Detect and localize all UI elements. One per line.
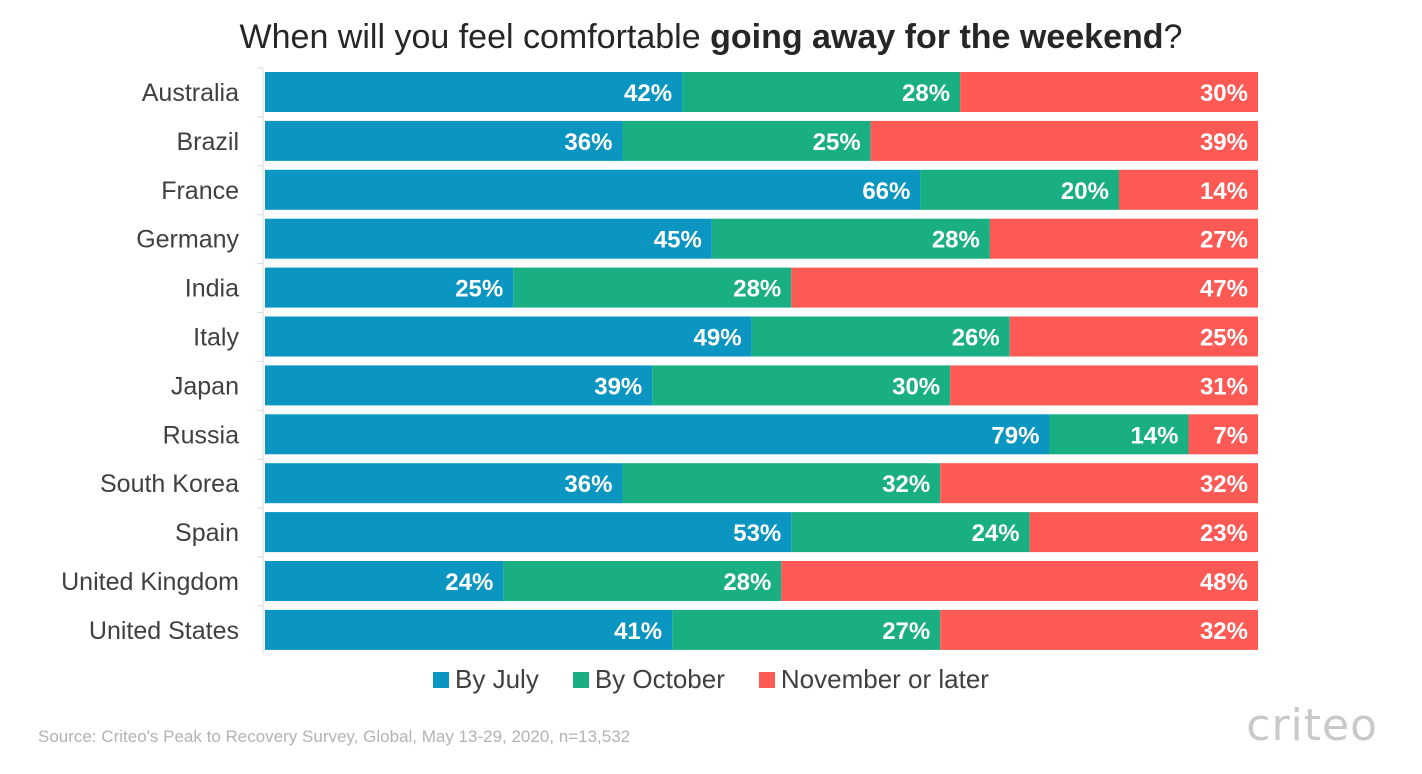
bar-japan-november xyxy=(950,365,1258,406)
bar-italy-november xyxy=(1009,316,1258,357)
data-label-france-july: 66% xyxy=(862,178,910,205)
bar-japan-october xyxy=(652,365,951,406)
legend-swatch-october xyxy=(572,671,589,688)
data-label-germany-october: 28% xyxy=(932,227,980,254)
bar-france-october xyxy=(920,169,1119,210)
bar-russia-october xyxy=(1049,414,1189,455)
data-label-spain-october: 24% xyxy=(972,520,1020,547)
bar-australia-october xyxy=(682,72,961,112)
bar-japan-july xyxy=(265,365,653,406)
data-label-brazil-november: 39% xyxy=(1200,129,1248,156)
bar-united-kingdom-october xyxy=(503,561,782,601)
data-label-united-states-november: 32% xyxy=(1200,618,1248,645)
bar-united-states-november xyxy=(940,609,1258,650)
bar-spain-november xyxy=(1029,512,1258,553)
legend: By July By October November or later xyxy=(0,664,1422,695)
y-tick-label-brazil: Brazil xyxy=(176,128,239,156)
data-label-united-kingdom-november: 48% xyxy=(1200,569,1248,596)
y-tick-label-italy: Italy xyxy=(193,324,239,352)
data-label-united-kingdom-october: 28% xyxy=(723,569,771,596)
data-label-japan-july: 39% xyxy=(594,373,642,400)
data-label-south-korea-november: 32% xyxy=(1200,471,1248,498)
y-tick-label-japan: Japan xyxy=(171,372,239,400)
legend-item-july: By July xyxy=(433,664,539,695)
bar-india-november xyxy=(791,267,1258,308)
data-label-italy-july: 49% xyxy=(694,325,742,352)
y-tick-label-spain: Spain xyxy=(175,519,239,547)
data-label-south-korea-october: 32% xyxy=(882,471,930,498)
bar-south-korea-july xyxy=(265,463,623,504)
legend-item-november: November or later xyxy=(758,664,989,695)
bar-united-states-october xyxy=(672,609,941,650)
legend-label-july: By July xyxy=(455,664,539,694)
data-label-brazil-july: 36% xyxy=(564,129,612,156)
data-label-india-october: 28% xyxy=(733,276,781,303)
data-label-south-korea-july: 36% xyxy=(564,471,612,498)
data-label-australia-july: 42% xyxy=(624,80,672,107)
data-label-spain-july: 53% xyxy=(733,520,781,547)
legend-item-october: By October xyxy=(572,664,725,695)
bar-germany-october xyxy=(711,218,990,259)
bar-spain-july xyxy=(265,512,792,553)
data-label-united-states-july: 41% xyxy=(614,618,662,645)
bar-brazil-october xyxy=(622,120,871,161)
bar-united-kingdom-november xyxy=(781,561,1258,601)
bar-russia-november xyxy=(1188,414,1258,455)
bar-australia-november xyxy=(960,72,1258,112)
y-tick-label-united-states: United States xyxy=(89,617,239,645)
data-label-france-october: 20% xyxy=(1061,178,1109,205)
data-label-australia-october: 28% xyxy=(902,80,950,107)
bar-united-states-july xyxy=(265,609,673,650)
bar-germany-july xyxy=(265,218,712,259)
data-label-russia-october: 14% xyxy=(1130,422,1178,449)
bar-south-korea-october xyxy=(622,463,941,504)
bar-france-november xyxy=(1118,169,1258,210)
data-label-russia-november: 7% xyxy=(1213,422,1248,449)
data-label-india-november: 47% xyxy=(1200,276,1248,303)
bar-russia-july xyxy=(265,414,1050,455)
bar-australia-july xyxy=(265,72,683,112)
data-label-germany-november: 27% xyxy=(1200,227,1248,254)
y-tick-label-south-korea: South Korea xyxy=(100,470,239,498)
y-tick-label-france: France xyxy=(161,177,239,205)
bar-italy-july xyxy=(265,316,752,357)
data-label-russia-july: 79% xyxy=(991,422,1039,449)
bar-brazil-july xyxy=(265,120,623,161)
source-note: Source: Criteo's Peak to Recovery Survey… xyxy=(38,727,631,746)
data-label-japan-november: 31% xyxy=(1200,373,1248,400)
data-label-united-states-october: 27% xyxy=(882,618,930,645)
bar-india-october xyxy=(513,267,792,308)
data-label-italy-october: 26% xyxy=(952,325,1000,352)
bar-germany-november xyxy=(989,218,1258,259)
data-label-australia-november: 30% xyxy=(1200,80,1248,107)
bar-spain-october xyxy=(791,512,1030,553)
data-label-japan-october: 30% xyxy=(892,373,940,400)
bar-brazil-november xyxy=(870,120,1258,161)
y-tick-label-russia: Russia xyxy=(163,421,240,449)
legend-label-november: November or later xyxy=(780,664,989,694)
data-label-india-july: 25% xyxy=(455,276,503,303)
data-label-spain-november: 23% xyxy=(1200,520,1248,547)
bar-south-korea-november xyxy=(940,463,1258,504)
data-label-brazil-october: 25% xyxy=(813,129,861,156)
y-tick-label-united-kingdom: United Kingdom xyxy=(61,568,239,596)
criteo-logo: criteo xyxy=(1246,700,1378,751)
chart-title: When will you feel comfortable going awa… xyxy=(239,18,1183,56)
bar-italy-october xyxy=(751,316,1010,357)
data-label-united-kingdom-july: 24% xyxy=(445,569,493,596)
bar-united-kingdom-july xyxy=(265,561,504,601)
y-tick-label-germany: Germany xyxy=(136,226,239,254)
legend-label-october: By October xyxy=(594,664,725,694)
bar-india-july xyxy=(265,267,514,308)
y-tick-label-australia: Australia xyxy=(142,79,239,107)
bar-france-july xyxy=(265,169,921,210)
legend-swatch-november xyxy=(758,671,775,688)
data-label-germany-july: 45% xyxy=(654,227,702,254)
y-tick-label-india: India xyxy=(185,275,239,303)
legend-swatch-july xyxy=(433,671,450,688)
data-label-italy-november: 25% xyxy=(1200,325,1248,352)
data-label-france-november: 14% xyxy=(1200,178,1248,205)
